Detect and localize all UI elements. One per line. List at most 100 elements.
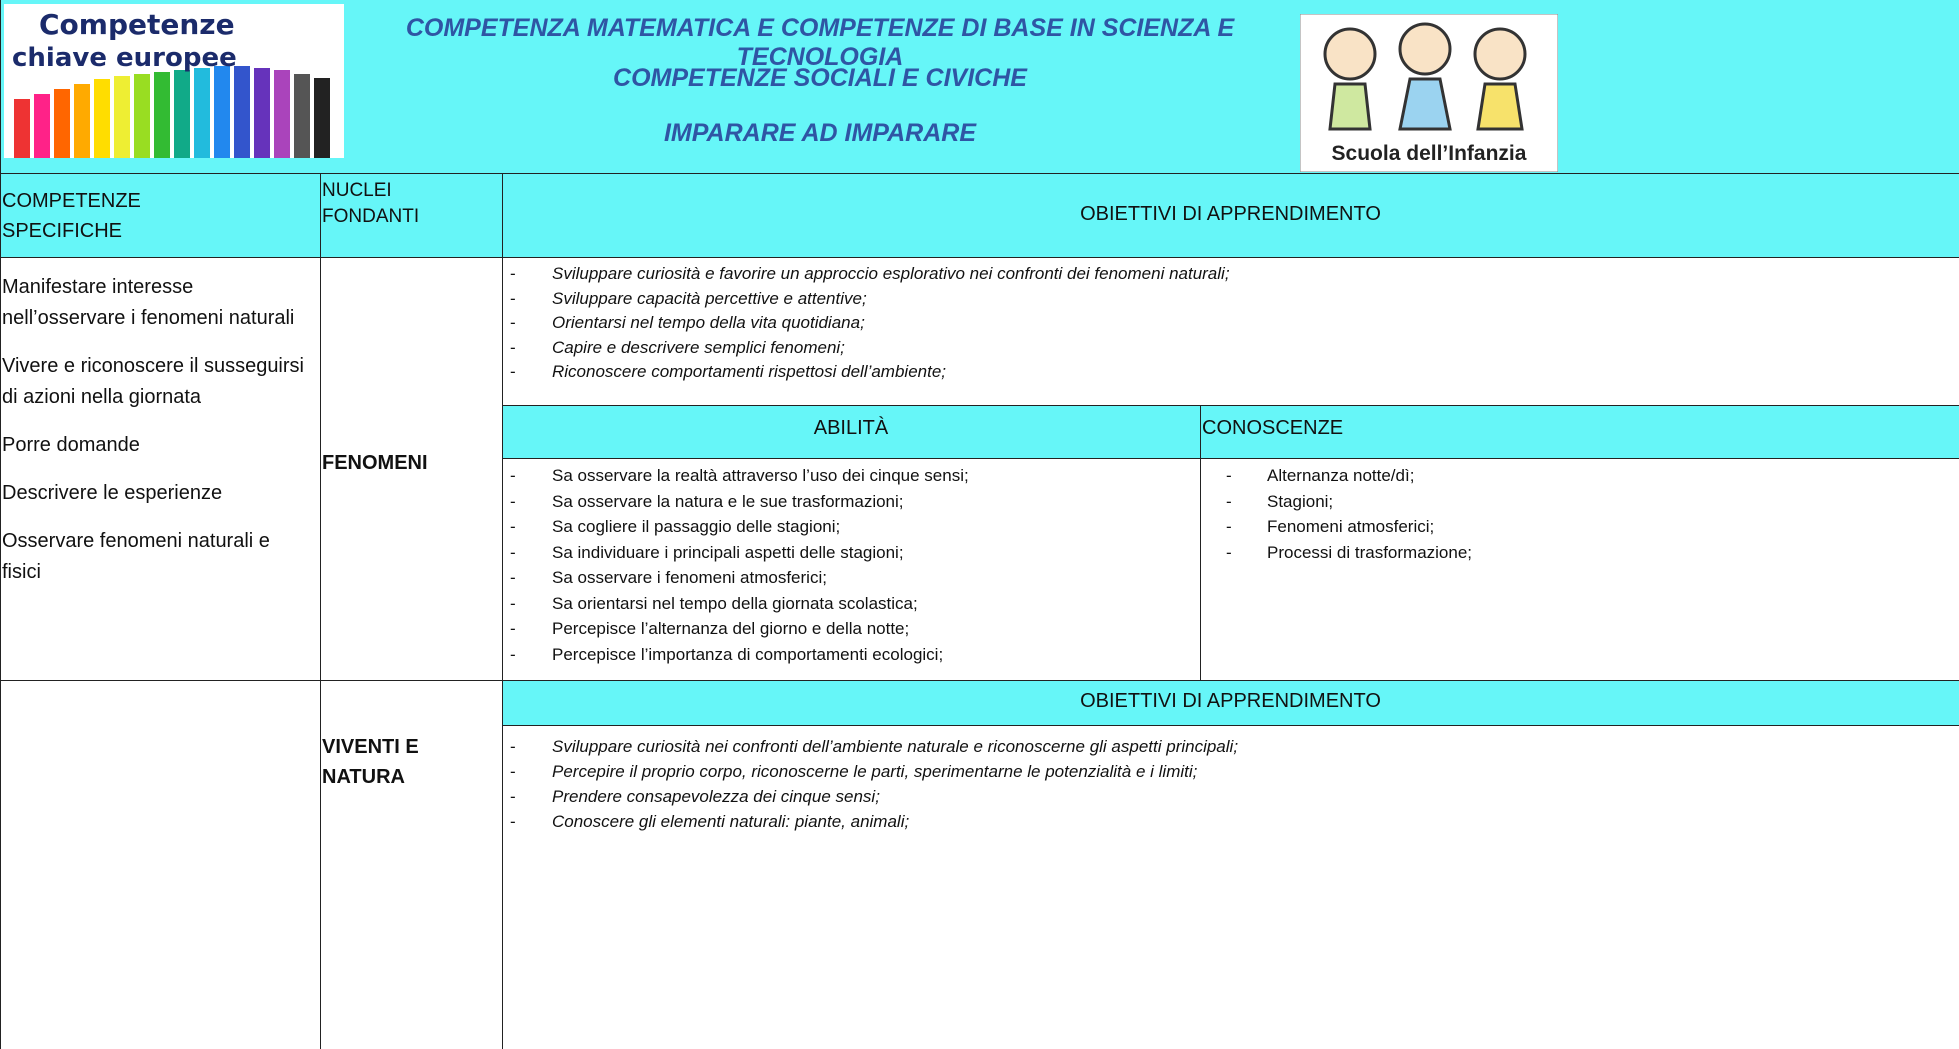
bullet: - xyxy=(510,812,516,831)
subheader: ABILITÀ xyxy=(813,417,889,439)
rule xyxy=(1200,405,1201,680)
list-item: - Sa individuare i principali aspetti del… xyxy=(510,543,904,563)
item-text: Sviluppare curiosità nei confronti dell’… xyxy=(552,737,1239,756)
pencils xyxy=(14,66,330,158)
logo-text: Scuola dell’Infanzia xyxy=(1332,142,1527,165)
bullet: - xyxy=(510,337,516,357)
list-item: - Capire e descrivere semplici fenomeni; xyxy=(510,338,845,358)
column-header: COMPETENZE SPECIFICHE xyxy=(2,190,141,242)
logo-left: Competenze chiave europee xyxy=(4,4,344,158)
list-item: - Fenomeni atmosferici; xyxy=(1226,517,1434,537)
competenze: Manifestare interesse nell’osservare i f… xyxy=(2,272,312,605)
column-header: NUCLEI FONDANTI xyxy=(322,180,420,227)
list-item: - Sviluppare curiosità nei confronti dell… xyxy=(510,737,1238,757)
list-item: - Sviluppare curiosità e favorire un appr… xyxy=(510,264,1230,284)
list-item: - Sa osservare la natura e le sue trasfor… xyxy=(510,492,904,512)
item-text: Sviluppare capacità percettive e attenti… xyxy=(552,288,867,308)
item-text: Stagioni; xyxy=(1267,491,1334,511)
children xyxy=(1323,22,1527,131)
rule xyxy=(502,173,503,1049)
competenza: Porre domande xyxy=(2,434,140,456)
list-item: - Prendere consapevolezza dei cinque sens… xyxy=(510,787,880,807)
bullet: - xyxy=(510,517,516,536)
list-item: - Orientarsi nel tempo della vita quotidi… xyxy=(510,313,865,333)
list-item: - Conoscere gli elementi naturali: piante… xyxy=(510,812,909,832)
list-item: - Sa osservare la realtà attraverso l’uso… xyxy=(510,466,969,486)
logo-text: chiave europee xyxy=(12,43,237,73)
rule xyxy=(0,680,1959,681)
rule xyxy=(502,725,1959,726)
bullet: - xyxy=(510,619,516,638)
item-text: Percepisce l’importanza di comportamenti… xyxy=(552,644,944,664)
item-text: Sa orientarsi nel tempo della giornata s… xyxy=(552,593,918,613)
item-text: Conoscere gli elementi naturali: piante,… xyxy=(552,812,910,831)
item-text: Sa individuare i principali aspetti dell… xyxy=(552,542,904,562)
item-text: Prendere consapevolezza dei cinque sensi… xyxy=(552,787,880,806)
bullet: - xyxy=(510,362,516,381)
bullet: - xyxy=(510,288,516,308)
list-item: - Sa cogliere il passaggio delle stagioni… xyxy=(510,517,840,537)
list-item: - Percepisce l’importanza di comportament… xyxy=(510,645,943,665)
title: COMPETENZE SOCIALI E CIVICHE xyxy=(613,64,1027,92)
rule xyxy=(0,257,1959,258)
nucleo: FENOMENI xyxy=(322,452,428,474)
item-text: Sa osservare la realtà attraverso l’uso … xyxy=(552,466,969,485)
list-item: - Percepisce l’alternanza del giorno e de… xyxy=(510,619,909,639)
bullet: - xyxy=(510,491,516,511)
bullet: - xyxy=(510,264,516,283)
bullet: - xyxy=(1226,491,1232,511)
column-header: OBIETTIVI DI APPRENDIMENTO xyxy=(1080,203,1381,225)
title: IMPARARE AD IMPARARE xyxy=(663,119,977,147)
item-text: Capire e descrivere semplici fenomeni; xyxy=(552,337,845,357)
item-text: Orientarsi nel tempo della vita quotidia… xyxy=(552,313,865,332)
nucleo: VIVENTI E NATURA xyxy=(322,736,419,788)
rule xyxy=(0,0,1,1049)
bullet: - xyxy=(510,737,516,756)
title: COMPETENZA MATEMATICA E COMPETENZE DI BA… xyxy=(405,14,1235,71)
bullet: - xyxy=(510,762,516,781)
bullet: - xyxy=(1226,517,1232,536)
competenza: Manifestare interesse nell’osservare i f… xyxy=(2,276,295,329)
bullet: - xyxy=(510,313,516,332)
rule xyxy=(502,405,1959,406)
item-text: Sa osservare la natura e le sue trasform… xyxy=(552,491,904,511)
list-item: - Sviluppare capacità percettive e attent… xyxy=(510,289,867,309)
item-text: Sa cogliere il passaggio delle stagioni; xyxy=(552,517,841,536)
bullet: - xyxy=(510,542,516,562)
competenza: Osservare fenomeni naturali e fisici xyxy=(2,530,270,583)
list-item: - Sa osservare i fenomeni atmosferici; xyxy=(510,568,827,588)
list-item: - Sa orientarsi nel tempo della giornata … xyxy=(510,594,918,614)
list-item: - Riconoscere comportamenti rispettosi de… xyxy=(510,362,946,382)
rule xyxy=(320,173,321,1049)
item-text: Processi di trasformazione; xyxy=(1267,542,1473,562)
bullet: - xyxy=(1226,542,1232,562)
item-text: Percepire il proprio corpo, riconoscerne… xyxy=(552,762,1198,781)
list-item: - Processi di trasformazione; xyxy=(1226,543,1472,563)
bullet: - xyxy=(510,466,516,485)
competenza: Vivere e riconoscere il susseguirsi di a… xyxy=(2,355,304,408)
subheader-band xyxy=(502,405,1959,458)
logo-right: Scuola dell’Infanzia xyxy=(1300,14,1558,172)
bullet: - xyxy=(510,787,516,806)
subheader: OBIETTIVI DI APPRENDIMENTO xyxy=(1080,690,1381,712)
item-text: Fenomeni atmosferici; xyxy=(1267,517,1435,536)
item-text: Sa osservare i fenomeni atmosferici; xyxy=(552,568,827,587)
bullet: - xyxy=(1226,466,1232,485)
list-item: - Percepire il proprio corpo, riconoscern… xyxy=(510,762,1197,782)
subheader: CONOSCENZE xyxy=(1202,417,1344,439)
item-text: Riconoscere comportamenti rispettosi del… xyxy=(552,362,947,381)
subheader-band xyxy=(502,680,1959,725)
rule xyxy=(502,458,1959,459)
bullet: - xyxy=(510,644,516,664)
item-text: Alternanza notte/dì; xyxy=(1267,466,1415,485)
logo-text: Competenze xyxy=(39,8,235,41)
list-item: - Stagioni; xyxy=(1226,492,1333,512)
bullet: - xyxy=(510,568,516,587)
item-text: Sviluppare curiosità e favorire un appro… xyxy=(552,264,1230,283)
item-text: Percepisce l’alternanza del giorno e del… xyxy=(552,619,910,638)
competenza: Descrivere le esperienze xyxy=(2,482,223,504)
bullet: - xyxy=(510,593,516,613)
list-item: - Alternanza notte/dì; xyxy=(1226,466,1414,486)
rule xyxy=(0,173,1959,174)
